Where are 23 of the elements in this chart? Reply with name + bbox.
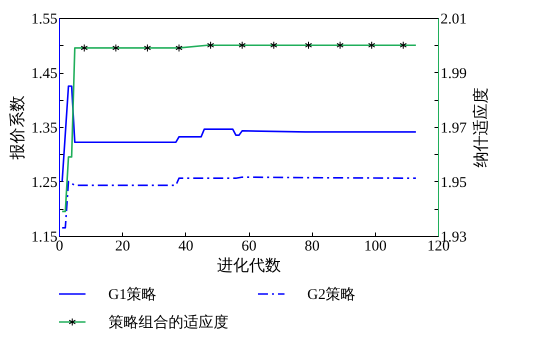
x-tick-label: 40	[178, 238, 194, 254]
legend-label: 策略组合的适应度	[108, 314, 228, 331]
x-tick-label: 0	[56, 238, 64, 254]
x-tick-label: 60	[242, 238, 256, 254]
y-tick-label: 1.15	[31, 230, 58, 246]
y-tick-label: 1.55	[31, 12, 58, 28]
line-series	[61, 44, 417, 212]
x-axis-title: 进化代数	[217, 256, 281, 274]
y2-axis-title: 纳什适应度	[472, 88, 490, 168]
y-tick-label: 1.45	[31, 66, 58, 82]
y-axis-title: 报价系数	[8, 96, 26, 160]
y2-tick-label: 2.01	[440, 12, 467, 28]
y2-tick-label: 1.99	[440, 66, 467, 82]
y-tick-label: 1.25	[31, 175, 58, 191]
x-tick-label: 80	[304, 238, 320, 254]
y-tick-label: 1.35	[31, 120, 58, 136]
legend-label: G2策略	[307, 286, 356, 303]
y2-tick-label: 1.95	[440, 175, 467, 191]
x-tick-label: 20	[115, 238, 130, 254]
line-series	[61, 176, 417, 229]
legend-label: G1策略	[108, 286, 157, 303]
y2-tick-label: 1.97	[440, 120, 468, 136]
x-tick-label: 100	[364, 238, 387, 254]
